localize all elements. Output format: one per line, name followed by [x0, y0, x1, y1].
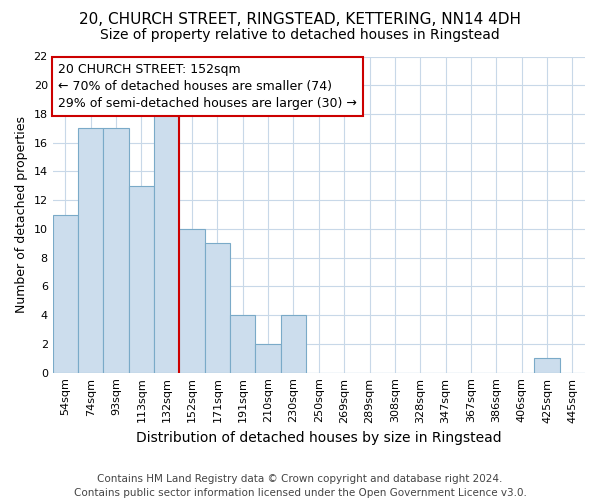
Bar	[103, 128, 129, 372]
Text: Contains HM Land Registry data © Crown copyright and database right 2024.
Contai: Contains HM Land Registry data © Crown c…	[74, 474, 526, 498]
Bar	[78, 128, 103, 372]
Bar	[256, 344, 281, 372]
Text: Size of property relative to detached houses in Ringstead: Size of property relative to detached ho…	[100, 28, 500, 42]
Bar	[205, 244, 230, 372]
Bar	[154, 114, 179, 372]
Text: 20, CHURCH STREET, RINGSTEAD, KETTERING, NN14 4DH: 20, CHURCH STREET, RINGSTEAD, KETTERING,…	[79, 12, 521, 28]
Bar	[53, 214, 78, 372]
Bar	[230, 315, 256, 372]
Text: 20 CHURCH STREET: 152sqm
← 70% of detached houses are smaller (74)
29% of semi-d: 20 CHURCH STREET: 152sqm ← 70% of detach…	[58, 63, 357, 110]
Bar	[179, 229, 205, 372]
Bar	[535, 358, 560, 372]
Bar	[129, 186, 154, 372]
Y-axis label: Number of detached properties: Number of detached properties	[15, 116, 28, 313]
X-axis label: Distribution of detached houses by size in Ringstead: Distribution of detached houses by size …	[136, 431, 502, 445]
Bar	[281, 315, 306, 372]
